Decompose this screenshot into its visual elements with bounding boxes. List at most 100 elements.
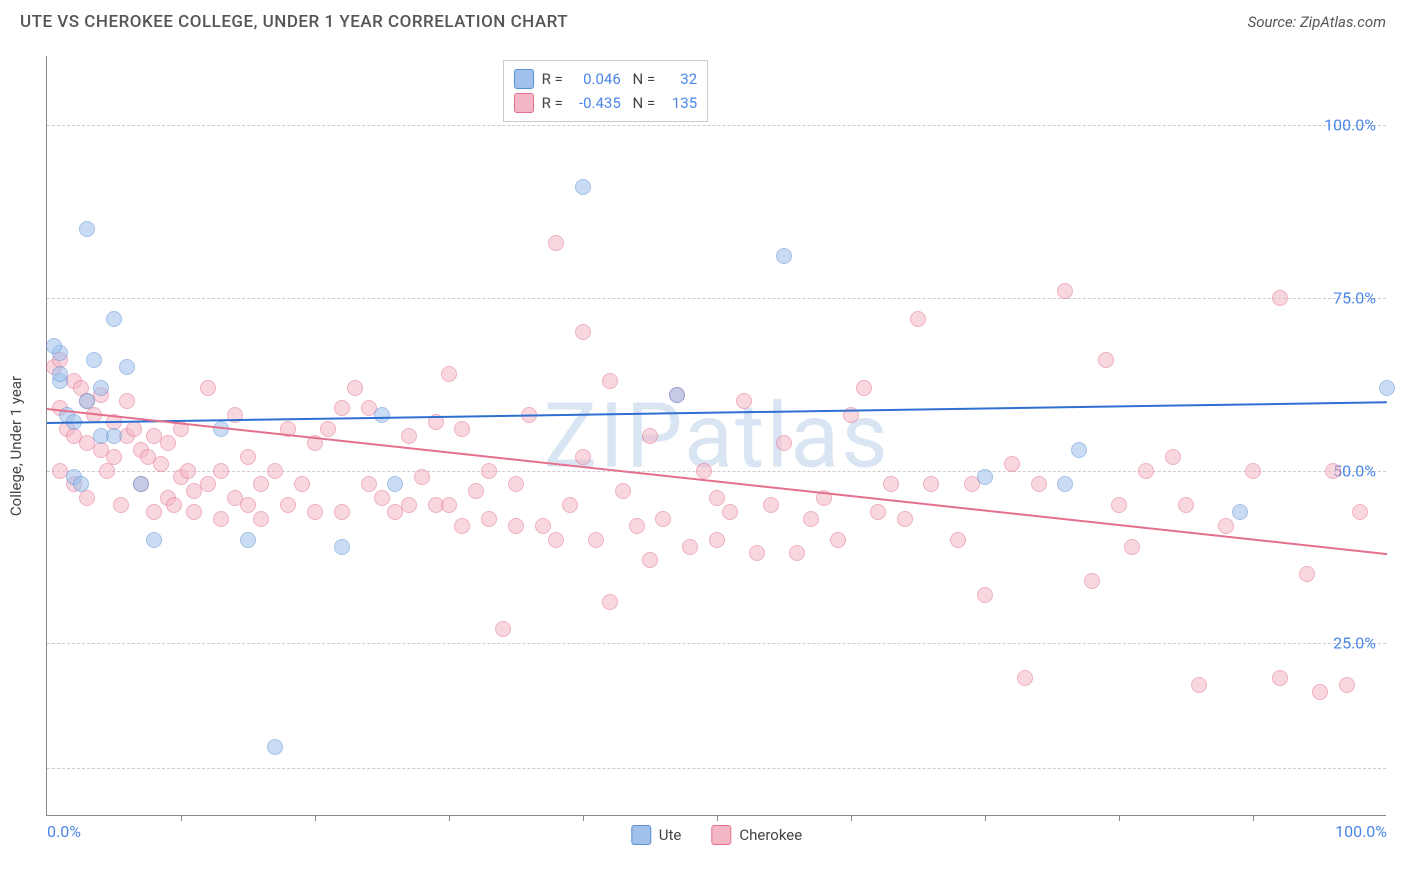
xtick-mark — [985, 815, 986, 821]
stat-n-value: 32 — [663, 67, 697, 91]
trend-line — [47, 401, 1387, 424]
data-point — [213, 463, 229, 479]
data-point — [253, 476, 269, 492]
data-point — [1272, 670, 1288, 686]
data-point — [1124, 539, 1140, 555]
data-point — [1004, 456, 1020, 472]
xtick-mark — [1253, 815, 1254, 821]
data-point — [1071, 442, 1087, 458]
data-point — [280, 497, 296, 513]
stat-r-label: R = — [542, 67, 563, 91]
data-point — [1352, 504, 1368, 520]
stat-r-value: -0.435 — [571, 91, 621, 115]
xtick-label: 0.0% — [47, 822, 81, 841]
data-point — [1272, 290, 1288, 306]
data-point — [615, 483, 631, 499]
data-point — [588, 532, 604, 548]
data-point — [106, 428, 122, 444]
legend-swatch — [631, 825, 651, 845]
data-point — [1379, 380, 1395, 396]
data-point — [374, 490, 390, 506]
data-point — [454, 421, 470, 437]
data-point — [1057, 476, 1073, 492]
watermark: ZIPatlas — [543, 383, 889, 488]
data-point — [575, 179, 591, 195]
data-point — [977, 587, 993, 603]
legend-swatch — [514, 93, 534, 113]
data-point — [776, 435, 792, 451]
data-point — [334, 539, 350, 555]
data-point — [307, 504, 323, 520]
data-point — [146, 532, 162, 548]
ytick-label: 25.0% — [1333, 634, 1376, 653]
data-point — [629, 518, 645, 534]
data-point — [856, 380, 872, 396]
data-point — [736, 393, 752, 409]
legend-label: Cherokee — [739, 826, 802, 844]
data-point — [441, 497, 457, 513]
data-point — [1232, 504, 1248, 520]
data-point — [548, 532, 564, 548]
data-point — [180, 463, 196, 479]
data-point — [1017, 670, 1033, 686]
data-point — [1111, 497, 1127, 513]
data-point — [414, 469, 430, 485]
data-point — [186, 504, 202, 520]
data-point — [1245, 463, 1261, 479]
data-point — [575, 449, 591, 465]
data-point — [562, 497, 578, 513]
data-point — [1191, 677, 1207, 693]
data-point — [52, 366, 68, 382]
data-point — [240, 497, 256, 513]
data-point — [830, 532, 846, 548]
data-point — [86, 352, 102, 368]
data-point — [200, 476, 216, 492]
data-point — [682, 539, 698, 555]
data-point — [374, 407, 390, 423]
data-point — [320, 421, 336, 437]
data-point — [481, 463, 497, 479]
data-point — [106, 311, 122, 327]
stat-r-label: R = — [542, 91, 563, 115]
data-point — [481, 511, 497, 527]
data-point — [160, 435, 176, 451]
data-point — [99, 463, 115, 479]
data-point — [166, 497, 182, 513]
data-point — [334, 400, 350, 416]
xtick-mark — [851, 815, 852, 821]
gridline — [47, 125, 1386, 126]
data-point — [910, 311, 926, 327]
data-point — [240, 532, 256, 548]
gridline — [47, 768, 1386, 769]
data-point — [722, 504, 738, 520]
ytick-label: 75.0% — [1333, 288, 1376, 307]
stats-legend: R =0.046 N =32R =-0.435 N =135 — [503, 60, 709, 122]
data-point — [106, 449, 122, 465]
gridline — [47, 643, 1386, 644]
y-axis-label: College, Under 1 year — [7, 376, 25, 516]
stats-row: R =-0.435 N =135 — [514, 91, 698, 115]
data-point — [294, 476, 310, 492]
data-point — [153, 456, 169, 472]
data-point — [200, 380, 216, 396]
data-point — [508, 518, 524, 534]
data-point — [93, 380, 109, 396]
ytick-label: 100.0% — [1324, 116, 1376, 135]
data-point — [454, 518, 470, 534]
data-point — [401, 497, 417, 513]
xtick-mark — [449, 815, 450, 821]
data-point — [1057, 283, 1073, 299]
data-point — [1165, 449, 1181, 465]
xtick-mark — [1119, 815, 1120, 821]
legend-item: Ute — [631, 825, 682, 845]
data-point — [709, 532, 725, 548]
data-point — [1031, 476, 1047, 492]
data-point — [79, 490, 95, 506]
data-point — [508, 476, 524, 492]
data-point — [655, 511, 671, 527]
data-point — [441, 366, 457, 382]
chart-title: UTE VS CHEROKEE COLLEGE, UNDER 1 YEAR CO… — [20, 12, 568, 32]
stat-r-value: 0.046 — [571, 67, 621, 91]
legend-swatch — [711, 825, 731, 845]
data-point — [119, 359, 135, 375]
